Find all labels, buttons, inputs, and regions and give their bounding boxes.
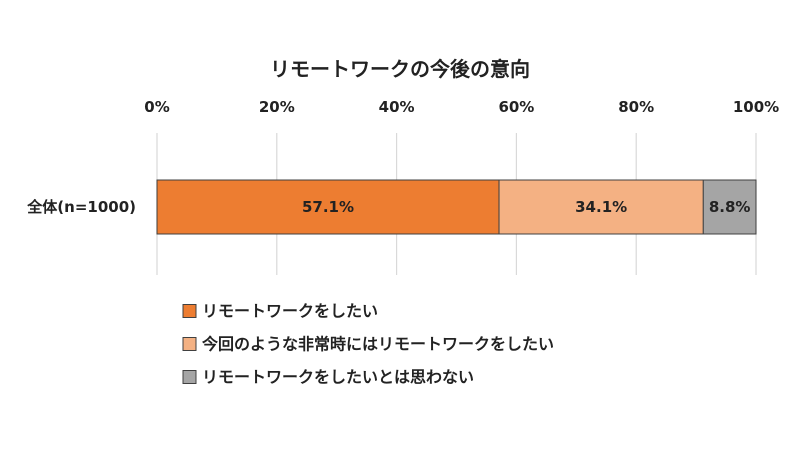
bar-segment-3 bbox=[702, 179, 757, 235]
y-axis-categories: 全体(n=1000) bbox=[26, 198, 136, 216]
data-label-3: 8.8% bbox=[709, 198, 751, 216]
data-labels: 57.1% 34.1% 8.8% bbox=[302, 198, 750, 216]
legend-swatch-3 bbox=[182, 370, 197, 384]
x-tick-label: 0% bbox=[144, 98, 169, 116]
x-tick-label: 20% bbox=[259, 98, 295, 116]
legend-swatch-1 bbox=[182, 304, 197, 318]
category-label: 全体(n=1000) bbox=[26, 198, 136, 216]
data-label-2: 34.1% bbox=[575, 198, 627, 216]
chart-title: リモートワークの今後の意向 bbox=[270, 57, 530, 81]
legend-swatch-2 bbox=[182, 337, 197, 351]
x-tick-label: 100% bbox=[733, 98, 779, 116]
bars bbox=[156, 179, 757, 235]
x-tick-label: 80% bbox=[618, 98, 654, 116]
bar-segment-1 bbox=[156, 179, 500, 235]
data-label-1: 57.1% bbox=[302, 198, 354, 216]
x-tick-label: 60% bbox=[498, 98, 534, 116]
legend-label-1: リモートワークをしたい bbox=[202, 302, 378, 321]
legend: リモートワークをしたい今回のような非常時にはリモートワークをしたいリモートワーク… bbox=[182, 302, 554, 387]
legend-label-2: 今回のような非常時にはリモートワークをしたい bbox=[201, 335, 554, 354]
x-axis-ticks: 0% 20% 40% 60% 80% 100% bbox=[144, 98, 779, 116]
legend-label-3: リモートワークをしたいとは思わない bbox=[202, 368, 474, 387]
x-tick-label: 40% bbox=[379, 98, 415, 116]
